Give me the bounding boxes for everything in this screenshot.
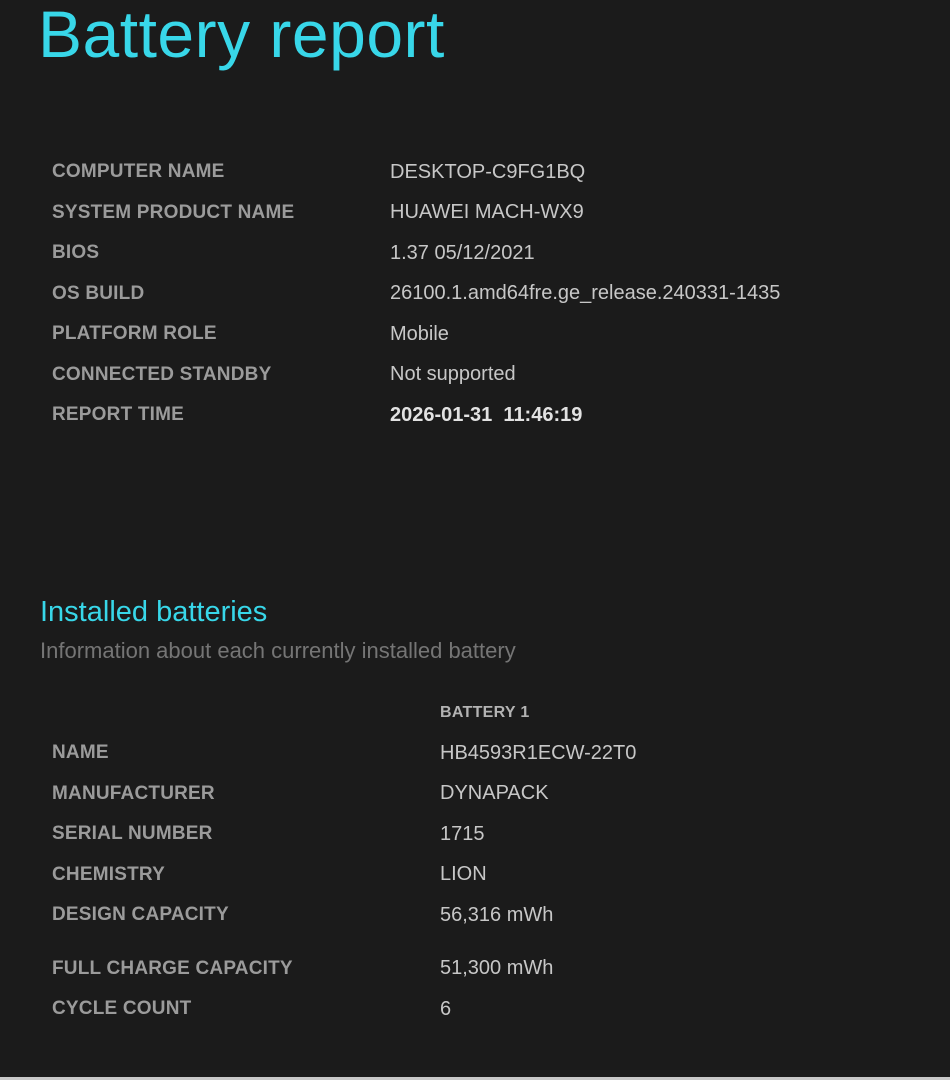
os-build-value: 26100.1.amd64fre.ge_release.240331-1435: [390, 282, 781, 305]
manufacturer-value: DYNAPACK: [440, 782, 549, 805]
design-capacity-value: 56,316 mWh: [440, 903, 554, 926]
cycle-count-value: 6: [440, 997, 452, 1020]
table-row: CYCLE COUNT 6: [52, 989, 912, 1030]
connected-standby-label: CONNECTED STANDBY: [52, 363, 272, 385]
full-charge-capacity-label: FULL CHARGE CAPACITY: [52, 957, 293, 979]
system-product-name-value: HUAWEI MACH-WX9: [390, 201, 584, 224]
battery-table-header-row: BATTERY 1: [52, 692, 912, 733]
table-row: PLATFORM ROLE Mobile: [52, 314, 912, 355]
table-row: CONNECTED STANDBY Not supported: [52, 355, 912, 396]
manufacturer-label: MANUFACTURER: [52, 782, 215, 804]
chemistry-label: CHEMISTRY: [52, 863, 165, 885]
platform-role-label: PLATFORM ROLE: [52, 323, 217, 345]
cycle-count-label: CYCLE COUNT: [52, 998, 192, 1020]
platform-role-value: Mobile: [390, 322, 449, 345]
design-capacity-label: DESIGN CAPACITY: [52, 904, 229, 926]
report-time-label: REPORT TIME: [52, 404, 185, 426]
battery-1-column-header: BATTERY 1: [440, 703, 530, 721]
table-row: FULL CHARGE CAPACITY 51,300 mWh: [52, 949, 912, 990]
table-row: SYSTEM PRODUCT NAME HUAWEI MACH-WX9: [52, 193, 912, 234]
installed-batteries-table: BATTERY 1 NAME HB4593R1ECW-22T0 MANUFACT…: [52, 692, 912, 1030]
table-row: COMPUTER NAME DESKTOP-C9FG1BQ: [52, 152, 912, 193]
connected-standby-value: Not supported: [390, 363, 516, 386]
table-row: BIOS 1.37 05/12/2021: [52, 233, 912, 274]
table-row: SERIAL NUMBER 1715: [52, 814, 912, 855]
battery-name-label: NAME: [52, 742, 109, 764]
os-build-label: OS BUILD: [52, 282, 145, 304]
serial-number-label: SERIAL NUMBER: [52, 823, 213, 845]
table-row: NAME HB4593R1ECW-22T0: [52, 733, 912, 774]
table-row: REPORT TIME 2026-01-31 11:46:19: [52, 395, 912, 436]
installed-batteries-subtitle: Information about each currently install…: [40, 638, 516, 663]
page-title: Battery report: [38, 0, 445, 71]
window-bottom-edge: [0, 1077, 950, 1080]
computer-name-value: DESKTOP-C9FG1BQ: [390, 160, 586, 183]
table-row: CHEMISTRY LION: [52, 855, 912, 896]
system-product-name-label: SYSTEM PRODUCT NAME: [52, 201, 295, 223]
table-row: DESIGN CAPACITY 56,316 mWh: [52, 895, 912, 936]
table-row: MANUFACTURER DYNAPACK: [52, 774, 912, 815]
table-row: OS BUILD 26100.1.amd64fre.ge_release.240…: [52, 274, 912, 315]
serial-number-value: 1715: [440, 822, 485, 845]
bios-label: BIOS: [52, 242, 100, 264]
installed-batteries-heading: Installed batteries: [40, 596, 268, 628]
battery-name-value: HB4593R1ECW-22T0: [440, 741, 637, 764]
full-charge-capacity-value: 51,300 mWh: [440, 957, 554, 980]
system-info-table: COMPUTER NAME DESKTOP-C9FG1BQ SYSTEM PRO…: [52, 152, 912, 436]
computer-name-label: COMPUTER NAME: [52, 161, 225, 183]
bios-value: 1.37 05/12/2021: [390, 241, 535, 264]
chemistry-value: LION: [440, 863, 487, 886]
report-time-value: 2026-01-31 11:46:19: [390, 403, 583, 426]
